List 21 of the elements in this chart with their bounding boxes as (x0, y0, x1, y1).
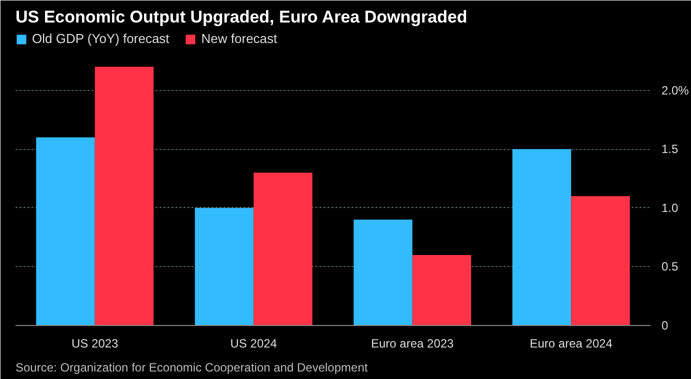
y-tick-label: 0 (662, 318, 668, 332)
bar (571, 196, 630, 326)
bar (194, 208, 254, 326)
bar (36, 137, 95, 326)
bar (412, 254, 472, 326)
bar (354, 220, 412, 326)
bar (512, 149, 572, 326)
chart-title: US Economic Output Upgraded, Euro Area Downgraded (16, 8, 468, 26)
y-tick-label: 1.5 (662, 142, 679, 156)
x-tick-label: Euro area 2023 (371, 336, 454, 350)
source-note: Source: Organization for Economic Cooperation and Development (16, 360, 368, 374)
bar (94, 66, 154, 326)
y-tick-label: 2.0% (662, 83, 690, 98)
legend-label: New forecast (201, 31, 278, 46)
bar (254, 172, 312, 326)
y-tick-label: 1.0 (662, 200, 679, 215)
x-tick-label: Euro area 2024 (530, 336, 613, 350)
x-tick-label: US 2023 (72, 336, 119, 350)
y-tick-label: 0.5 (662, 260, 679, 274)
legend-label: Old GDP (YoY) forecast (32, 31, 170, 46)
x-tick-label: US 2024 (230, 336, 278, 350)
